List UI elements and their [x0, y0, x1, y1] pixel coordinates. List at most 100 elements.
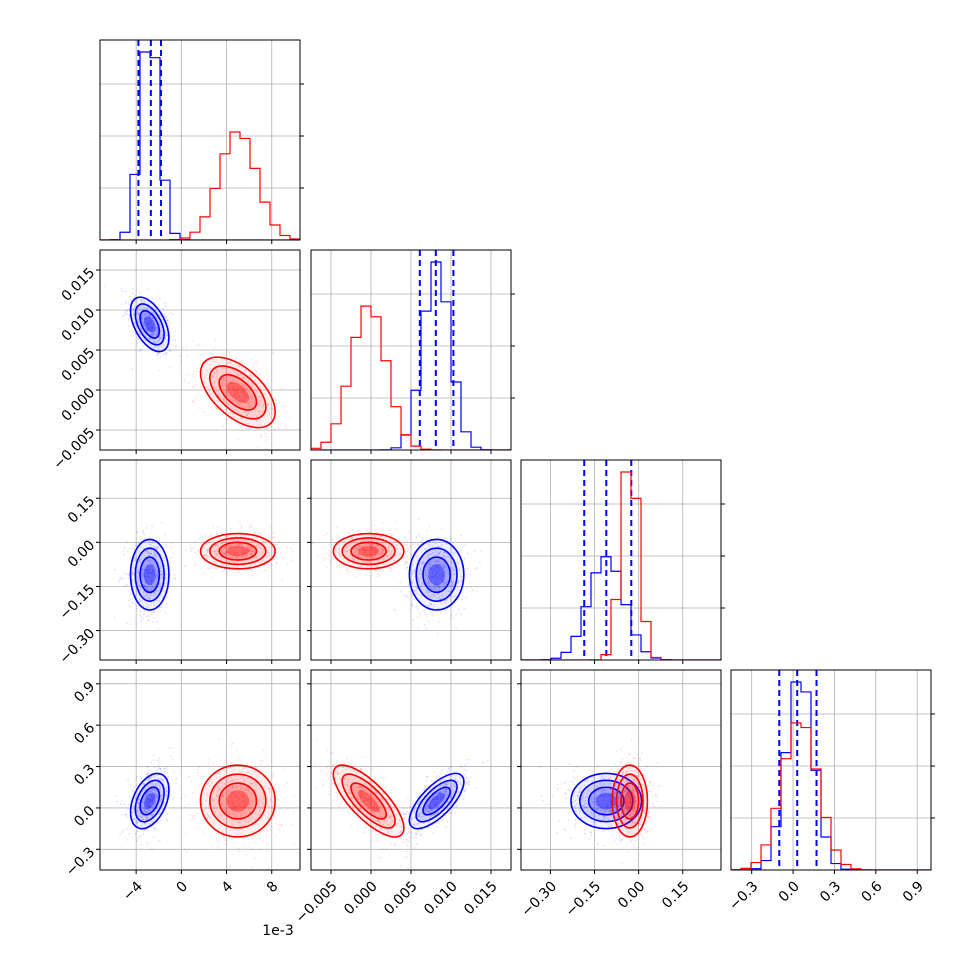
scatter-point: [230, 808, 233, 811]
scatter-point: [421, 562, 424, 564]
scatter-point: [332, 538, 335, 541]
scatter-point: [448, 767, 451, 770]
scatter-point: [415, 586, 417, 589]
scatter-point: [428, 804, 431, 807]
scatter-point: [369, 543, 372, 546]
scatter-point: [390, 534, 393, 537]
scatter-point: [204, 534, 207, 537]
scatter-point: [150, 761, 153, 764]
scatter-point: [460, 765, 462, 768]
scatter-point: [206, 793, 209, 796]
scatter-point: [380, 571, 383, 574]
scatter-point: [199, 567, 202, 570]
scatter-point: [127, 577, 130, 580]
scatter-point: [632, 795, 635, 798]
scatter-point: [351, 787, 354, 789]
scatter-point: [156, 352, 159, 355]
scatter-point: [465, 777, 468, 780]
scatter-point: [245, 393, 248, 395]
scatter-point: [241, 417, 244, 420]
scatter-point: [367, 798, 370, 800]
scatter-point: [386, 823, 389, 826]
scatter-point: [185, 549, 187, 552]
scatter-point: [451, 802, 454, 804]
scatter-point: [354, 784, 357, 786]
scatter-point: [447, 573, 450, 576]
scatter-point: [241, 546, 244, 549]
scatter-point: [421, 815, 423, 818]
scatter-point: [227, 389, 230, 391]
scatter-point: [348, 778, 351, 780]
scatter-point: [153, 322, 155, 325]
scatter-point: [453, 797, 456, 800]
scatter-point: [377, 535, 380, 538]
scatter-point: [228, 795, 231, 798]
scatter-point: [232, 539, 235, 541]
scatter-point: [415, 842, 418, 845]
scatter-point: [151, 298, 154, 300]
scatter-point: [154, 306, 156, 309]
scatter-point: [145, 818, 148, 821]
scatter-point: [152, 820, 155, 823]
scatter-point: [172, 552, 175, 555]
scatter-point: [147, 772, 150, 775]
scatter-point: [345, 782, 348, 785]
scatter-point: [416, 586, 419, 589]
scatter-point: [348, 790, 350, 792]
scatter-point: [250, 807, 252, 810]
scatter-point: [433, 804, 435, 807]
scatter-point: [328, 793, 330, 796]
scatter-point: [254, 784, 257, 787]
scatter-point: [197, 768, 199, 771]
scatter-point: [271, 546, 274, 548]
scatter-point: [265, 436, 268, 438]
scatter-point: [148, 543, 151, 546]
scatter-point: [159, 315, 162, 317]
scatter-point: [211, 374, 214, 377]
scatter-point: [210, 835, 213, 838]
scatter-point: [456, 804, 459, 807]
scatter-point: [376, 810, 379, 813]
scatter-point: [228, 547, 231, 549]
scatter-point: [222, 372, 225, 375]
scatter-point: [241, 768, 244, 771]
scatter-point: [164, 533, 167, 536]
scatter-point: [604, 815, 606, 818]
scatter-point: [203, 411, 205, 413]
scatter-point: [224, 811, 227, 814]
scatter-point: [379, 806, 382, 809]
scatter-point: [148, 327, 151, 330]
scatter-point: [427, 594, 429, 597]
scatter-point: [278, 401, 281, 404]
scatter-point: [247, 550, 250, 552]
scatter-point: [622, 772, 625, 775]
scatter-point: [144, 565, 147, 568]
scatter-point: [159, 606, 162, 609]
scatter-point: [137, 802, 140, 805]
scatter-point: [126, 584, 129, 586]
scatter-point: [143, 808, 146, 811]
scatter-point: [286, 807, 289, 810]
scatter-point: [138, 812, 140, 815]
scatter-point: [370, 549, 373, 551]
scatter-point: [147, 324, 150, 326]
scatter-point: [152, 792, 155, 794]
scatter-point: [374, 833, 376, 835]
scatter-point: [175, 782, 177, 785]
scatter-point: [450, 796, 453, 799]
scatter-point: [356, 563, 359, 566]
scatter-point: [213, 372, 216, 375]
scatter-point: [432, 797, 435, 800]
scatter-point: [583, 832, 586, 835]
scatter-point: [326, 766, 328, 769]
scatter-point: [150, 577, 152, 580]
scatter-point: [226, 544, 229, 547]
density-contour: [199, 356, 276, 429]
scatter-point: [374, 568, 377, 571]
scatter-point: [444, 789, 447, 792]
scatter-point: [363, 543, 366, 545]
scatter-point: [150, 796, 153, 798]
scatter-point: [308, 750, 310, 752]
scatter-point: [244, 410, 247, 413]
scatter-point: [220, 531, 223, 534]
